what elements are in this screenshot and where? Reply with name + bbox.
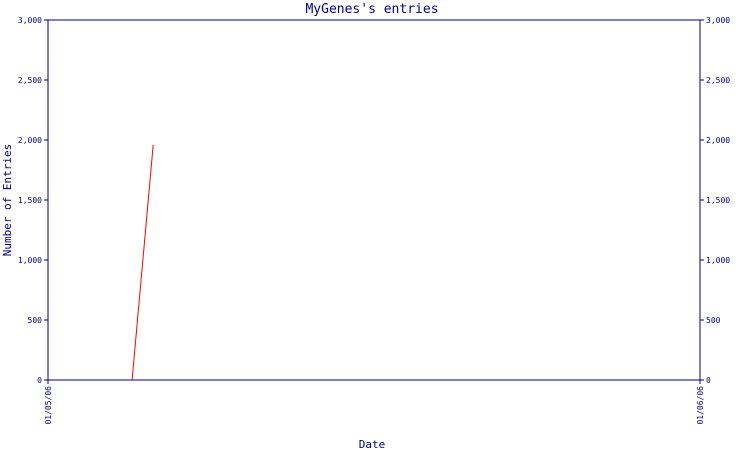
y-tick-label-left: 0 — [37, 376, 42, 385]
x-tick-label: 01/05/06 — [44, 386, 53, 425]
series-layer — [131, 144, 154, 381]
y-tick-label-left: 1,500 — [18, 196, 42, 205]
y-tick-label-right: 3,000 — [706, 16, 730, 25]
y-tick-label-right: 500 — [706, 316, 721, 325]
y-tick-label-right: 1,500 — [706, 196, 730, 205]
y-tick-label-left: 500 — [28, 316, 43, 325]
y-tick-label-right: 1,000 — [706, 256, 730, 265]
y-tick-label-right: 2,000 — [706, 136, 730, 145]
x-axis: 01/05/06 01/06/06 — [44, 380, 705, 425]
y-axis-left: 0 500 1,000 1,500 2,000 2,500 3,000 — [18, 16, 48, 385]
x-tick-label: 01/06/06 — [696, 386, 705, 425]
y-tick-label-left: 1,000 — [18, 256, 42, 265]
chart-title: MyGenes's entries — [305, 2, 438, 17]
y-axis-right: 0 500 1,000 1,500 2,000 2,500 3,000 — [700, 16, 730, 385]
y-tick-label-right: 2,500 — [706, 76, 730, 85]
y-tick-label-right: 0 — [706, 376, 711, 385]
series-line — [131, 144, 154, 381]
y-tick-label-left: 2,000 — [18, 136, 42, 145]
plot-frame — [47, 19, 701, 381]
y-tick-label-left: 2,500 — [18, 76, 42, 85]
y-axis-label: Number of Entries — [1, 144, 14, 257]
x-axis-label: Date — [359, 438, 386, 450]
y-tick-label-left: 3,000 — [18, 16, 42, 25]
